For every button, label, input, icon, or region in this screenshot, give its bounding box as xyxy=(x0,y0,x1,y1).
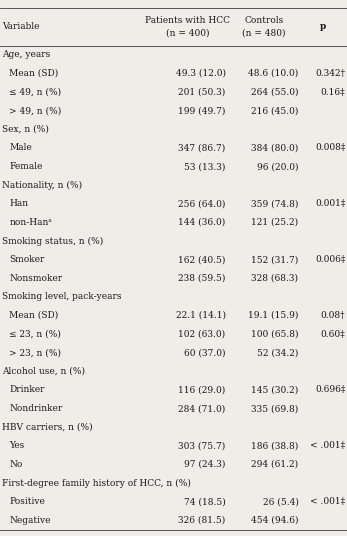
Text: First-degree family history of HCC, n (%): First-degree family history of HCC, n (%… xyxy=(2,479,191,488)
Text: 328 (68.3): 328 (68.3) xyxy=(252,274,298,283)
Text: 0.60‡: 0.60‡ xyxy=(321,330,345,339)
Text: Sex, n (%): Sex, n (%) xyxy=(2,125,49,134)
Text: Female: Female xyxy=(9,162,43,171)
Text: Smoking level, pack-years: Smoking level, pack-years xyxy=(2,292,121,301)
Text: ≤ 49, n (%): ≤ 49, n (%) xyxy=(9,87,61,96)
Text: Han: Han xyxy=(9,199,28,209)
Text: 238 (59.5): 238 (59.5) xyxy=(178,274,226,283)
Text: 454 (94.6): 454 (94.6) xyxy=(251,516,298,525)
Text: Smoking status, n (%): Smoking status, n (%) xyxy=(2,236,103,245)
Text: p: p xyxy=(320,23,326,31)
Text: 0.001‡: 0.001‡ xyxy=(315,199,345,209)
Text: 264 (55.0): 264 (55.0) xyxy=(251,87,298,96)
Text: 97 (24.3): 97 (24.3) xyxy=(184,460,226,469)
Text: 102 (63.0): 102 (63.0) xyxy=(178,330,226,339)
Text: 199 (49.7): 199 (49.7) xyxy=(178,106,226,115)
Text: 53 (13.3): 53 (13.3) xyxy=(184,162,226,171)
Text: 49.3 (12.0): 49.3 (12.0) xyxy=(176,69,226,78)
Text: Negative: Negative xyxy=(9,516,51,525)
Text: 60 (37.0): 60 (37.0) xyxy=(184,348,226,357)
Text: 347 (86.7): 347 (86.7) xyxy=(178,144,226,152)
Text: 0.696‡: 0.696‡ xyxy=(315,385,345,394)
Text: Nondrinker: Nondrinker xyxy=(9,404,62,413)
Text: Alcohol use, n (%): Alcohol use, n (%) xyxy=(2,367,85,376)
Text: Mean (SD): Mean (SD) xyxy=(9,311,59,320)
Text: 74 (18.5): 74 (18.5) xyxy=(184,497,226,506)
Text: Drinker: Drinker xyxy=(9,385,45,394)
Text: 100 (65.8): 100 (65.8) xyxy=(251,330,298,339)
Text: 0.16‡: 0.16‡ xyxy=(321,87,345,96)
Text: Male: Male xyxy=(9,144,32,152)
Text: 256 (64.0): 256 (64.0) xyxy=(178,199,226,209)
Text: 303 (75.7): 303 (75.7) xyxy=(178,441,226,450)
Text: 48.6 (10.0): 48.6 (10.0) xyxy=(248,69,298,78)
Text: 294 (61.2): 294 (61.2) xyxy=(251,460,298,469)
Text: < .001‡: < .001‡ xyxy=(310,441,345,450)
Text: 201 (50.3): 201 (50.3) xyxy=(178,87,226,96)
Text: 0.08†: 0.08† xyxy=(321,311,345,320)
Text: > 49, n (%): > 49, n (%) xyxy=(9,106,62,115)
Text: Nonsmoker: Nonsmoker xyxy=(9,274,62,283)
Text: 121 (25.2): 121 (25.2) xyxy=(251,218,298,227)
Text: 284 (71.0): 284 (71.0) xyxy=(178,404,226,413)
Text: 384 (80.0): 384 (80.0) xyxy=(251,144,298,152)
Text: 359 (74.8): 359 (74.8) xyxy=(251,199,298,209)
Text: 145 (30.2): 145 (30.2) xyxy=(251,385,298,394)
Text: 0.006‡: 0.006‡ xyxy=(315,255,345,264)
Text: 186 (38.8): 186 (38.8) xyxy=(251,441,298,450)
Text: 96 (20.0): 96 (20.0) xyxy=(257,162,298,171)
Text: 0.342†: 0.342† xyxy=(315,69,345,78)
Text: 19.1 (15.9): 19.1 (15.9) xyxy=(248,311,298,320)
Text: Controls
(n = 480): Controls (n = 480) xyxy=(242,17,286,37)
Text: < .001‡: < .001‡ xyxy=(310,497,345,506)
Text: 335 (69.8): 335 (69.8) xyxy=(251,404,298,413)
Text: Patients with HCC
(n = 400): Patients with HCC (n = 400) xyxy=(145,17,230,37)
Text: Yes: Yes xyxy=(9,441,25,450)
Text: ≤ 23, n (%): ≤ 23, n (%) xyxy=(9,330,61,339)
Text: Nationality, n (%): Nationality, n (%) xyxy=(2,181,82,190)
Text: non-Hanᵃ: non-Hanᵃ xyxy=(9,218,52,227)
Text: Positive: Positive xyxy=(9,497,45,506)
Text: 162 (40.5): 162 (40.5) xyxy=(178,255,226,264)
Text: HBV carriers, n (%): HBV carriers, n (%) xyxy=(2,423,92,431)
Text: Smoker: Smoker xyxy=(9,255,45,264)
Text: 326 (81.5): 326 (81.5) xyxy=(178,516,226,525)
Text: 216 (45.0): 216 (45.0) xyxy=(251,106,298,115)
Text: Age, years: Age, years xyxy=(2,50,50,59)
Text: > 23, n (%): > 23, n (%) xyxy=(9,348,61,357)
Text: 116 (29.0): 116 (29.0) xyxy=(178,385,226,394)
Text: Mean (SD): Mean (SD) xyxy=(9,69,59,78)
Text: 152 (31.7): 152 (31.7) xyxy=(251,255,298,264)
Text: 26 (5.4): 26 (5.4) xyxy=(263,497,298,506)
Text: 0.008‡: 0.008‡ xyxy=(315,144,345,152)
Text: No: No xyxy=(9,460,23,469)
Text: 52 (34.2): 52 (34.2) xyxy=(257,348,298,357)
Text: Variable: Variable xyxy=(2,23,39,31)
Text: 144 (36.0): 144 (36.0) xyxy=(178,218,226,227)
Text: 22.1 (14.1): 22.1 (14.1) xyxy=(176,311,226,320)
